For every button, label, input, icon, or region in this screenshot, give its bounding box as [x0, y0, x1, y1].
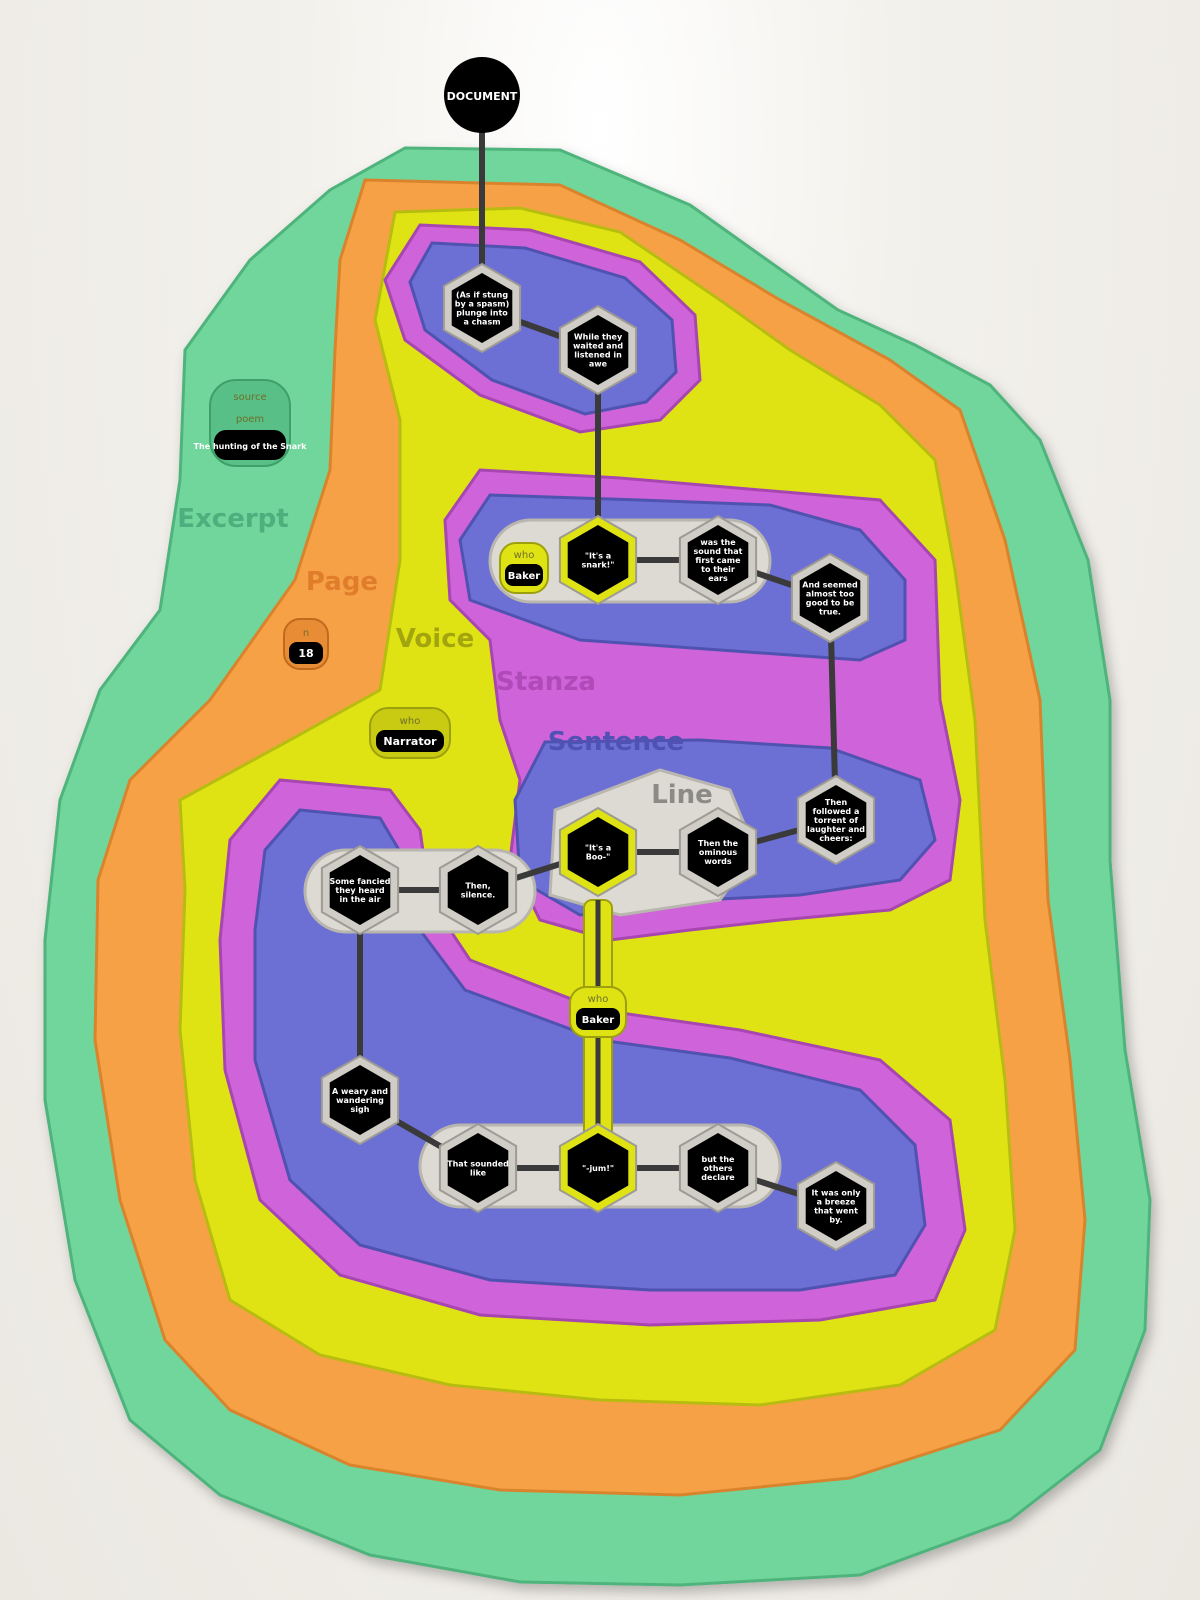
- hex-node-body: [805, 785, 867, 855]
- hex-node-n14[interactable]: but the others declare: [678, 1122, 758, 1214]
- source-attribute-badge: source poem The hunting of the Snark: [194, 379, 308, 467]
- page-label: Page: [306, 567, 378, 597]
- hex-node-label: "-jum!": [582, 1164, 614, 1173]
- poem-key: poem: [236, 414, 264, 425]
- hex-node-n8[interactable]: "It's a Boo-": [558, 806, 638, 898]
- stanza-label: Stanza: [496, 667, 596, 697]
- hex-node-body: [687, 525, 749, 595]
- hex-node-n4[interactable]: was the sound that first came to their ears: [678, 514, 758, 606]
- hex-node-n15[interactable]: It was only a breeze that went by.: [796, 1160, 876, 1252]
- document-root-label: DOCUMENT: [447, 90, 518, 103]
- who-key-narrator: who: [400, 716, 421, 727]
- hex-node-label: Some fancied they heard in the air: [329, 877, 390, 904]
- hex-node-label: It was only a breeze that went by.: [811, 1189, 861, 1225]
- hex-node-label: but the others declare: [701, 1155, 735, 1182]
- hex-node-label: "It's a Boo-": [585, 844, 611, 862]
- hex-node-body: [329, 1065, 391, 1135]
- hex-node-label: was the sound that first came to their ears: [694, 538, 743, 583]
- poem-value: The hunting of the Snark: [194, 442, 308, 451]
- hex-node-label: (As if stung by a spasm) plunge into a chas…: [455, 291, 510, 327]
- document-root-node[interactable]: DOCUMENT: [444, 57, 520, 133]
- who-baker-value-bottom: Baker: [582, 1015, 615, 1026]
- hex-node-label: Then the ominous words: [698, 839, 739, 866]
- source-key: source: [233, 392, 266, 403]
- voice-baker-badge-top: who Baker: [499, 542, 549, 594]
- graph-nodes: (As if stung by a spasm) plunge into a chas…: [320, 262, 876, 1252]
- who-baker-value-top: Baker: [508, 571, 541, 582]
- who-key-baker-top: who: [514, 550, 535, 561]
- hex-node-body: [451, 273, 513, 343]
- hex-node-label: "It's a snark!": [582, 552, 615, 570]
- line-label: Line: [651, 780, 713, 810]
- n-value: 18: [298, 647, 313, 660]
- page-n-attribute-badge: n 18: [283, 618, 329, 670]
- hex-node-body: [567, 525, 629, 595]
- hex-node-body: [567, 1133, 629, 1203]
- hex-node-n12[interactable]: That sounded like: [438, 1122, 518, 1214]
- voice-baker-connector: who Baker: [569, 899, 627, 1141]
- voice-label: Voice: [396, 624, 475, 654]
- hex-node-body: [687, 817, 749, 887]
- excerpt-label: Excerpt: [177, 504, 288, 534]
- n-key: n: [303, 628, 309, 639]
- hex-node-label: That sounded like: [447, 1160, 509, 1178]
- sentence-label: Sentence: [548, 727, 685, 757]
- hex-node-n3[interactable]: "It's a snark!": [558, 514, 638, 606]
- hex-node-body: [805, 1171, 867, 1241]
- hex-node-label: Then followed a torrent of laughter and chee…: [807, 798, 865, 843]
- who-narrator-value: Narrator: [383, 735, 437, 748]
- hex-node-n13[interactable]: "-jum!": [558, 1122, 638, 1214]
- hex-node-label: A weary and wandering sigh: [332, 1087, 388, 1114]
- hex-node-label: While they waited and listened in awe: [573, 333, 623, 369]
- hex-node-body: [567, 315, 629, 385]
- voice-narrator-badge: who Narrator: [369, 707, 451, 759]
- hex-node-body: [447, 855, 509, 925]
- hex-node-body: [329, 855, 391, 925]
- hex-node-body: [799, 563, 861, 633]
- hex-node-body: [447, 1133, 509, 1203]
- hex-node-label: And seemed almost too good to be true.: [802, 581, 858, 617]
- hex-node-n6[interactable]: Then followed a torrent of laughter and chee…: [796, 774, 876, 866]
- hex-node-n7[interactable]: Then the ominous words: [678, 806, 758, 898]
- hex-node-body: [687, 1133, 749, 1203]
- hex-node-label: Then, silence.: [461, 882, 496, 900]
- hex-node-n5[interactable]: And seemed almost too good to be true.: [790, 552, 870, 644]
- hex-node-n11[interactable]: A weary and wandering sigh: [320, 1054, 400, 1146]
- hex-node-n2[interactable]: While they waited and listened in awe: [558, 304, 638, 396]
- hex-node-n10[interactable]: Some fancied they heard in the air: [320, 844, 400, 936]
- hex-node-body: [567, 817, 629, 887]
- hex-node-n1[interactable]: (As if stung by a spasm) plunge into a chas…: [442, 262, 522, 354]
- who-key-baker-bottom: who: [588, 994, 609, 1005]
- hex-node-n9[interactable]: Then, silence.: [438, 844, 518, 936]
